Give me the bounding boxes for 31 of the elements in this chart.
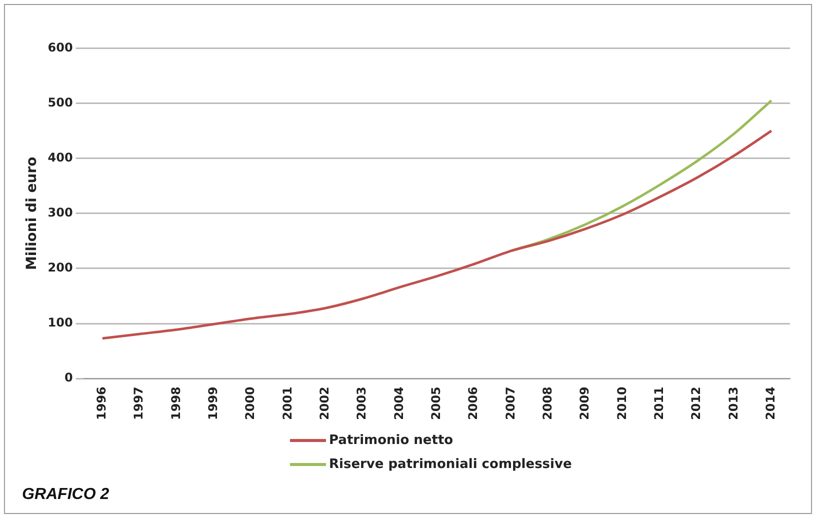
y-tick-label: 500 <box>48 95 73 110</box>
x-tick-label: 2008 <box>540 386 555 420</box>
y-axis-title: Milioni di euro <box>24 156 40 270</box>
x-tick-label: 1996 <box>94 386 109 420</box>
y-tick-label: 0 <box>64 370 73 385</box>
y-tick-label: 100 <box>48 316 73 330</box>
x-tick-label: 2004 <box>392 386 406 420</box>
x-tick-label: 2003 <box>354 386 369 420</box>
x-tick-label: 2002 <box>318 386 332 420</box>
y-tick-label: 300 <box>48 206 73 220</box>
x-tick-label: 2011 <box>652 386 666 420</box>
x-tick-label: 2007 <box>503 386 518 420</box>
x-tick-label: 2012 <box>689 386 704 420</box>
legend-label: Patrimonio netto <box>329 432 454 448</box>
x-tick-label: 1998 <box>168 386 183 420</box>
x-tick-label: 2000 <box>243 386 258 420</box>
x-tick-label: 2009 <box>578 386 592 420</box>
x-tick-label: 1997 <box>132 386 146 420</box>
y-tick-label: 400 <box>48 150 73 164</box>
y-tick-label: 600 <box>48 40 73 54</box>
text: GRAFICO 2 <box>22 486 110 504</box>
legend-label: Riserve patrimoniali complessive <box>329 456 572 472</box>
x-tick-label: 2013 <box>726 386 740 420</box>
x-tick-label: 2001 <box>280 386 294 420</box>
x-tick-label: 2014 <box>764 386 778 420</box>
x-tick-label: 1999 <box>206 386 220 420</box>
line-series <box>101 130 773 340</box>
x-tick-label: 2010 <box>614 386 629 420</box>
x-tick-label: 2005 <box>429 386 444 420</box>
y-tick-label: 200 <box>48 260 73 275</box>
x-tick-label: 2006 <box>466 386 480 420</box>
